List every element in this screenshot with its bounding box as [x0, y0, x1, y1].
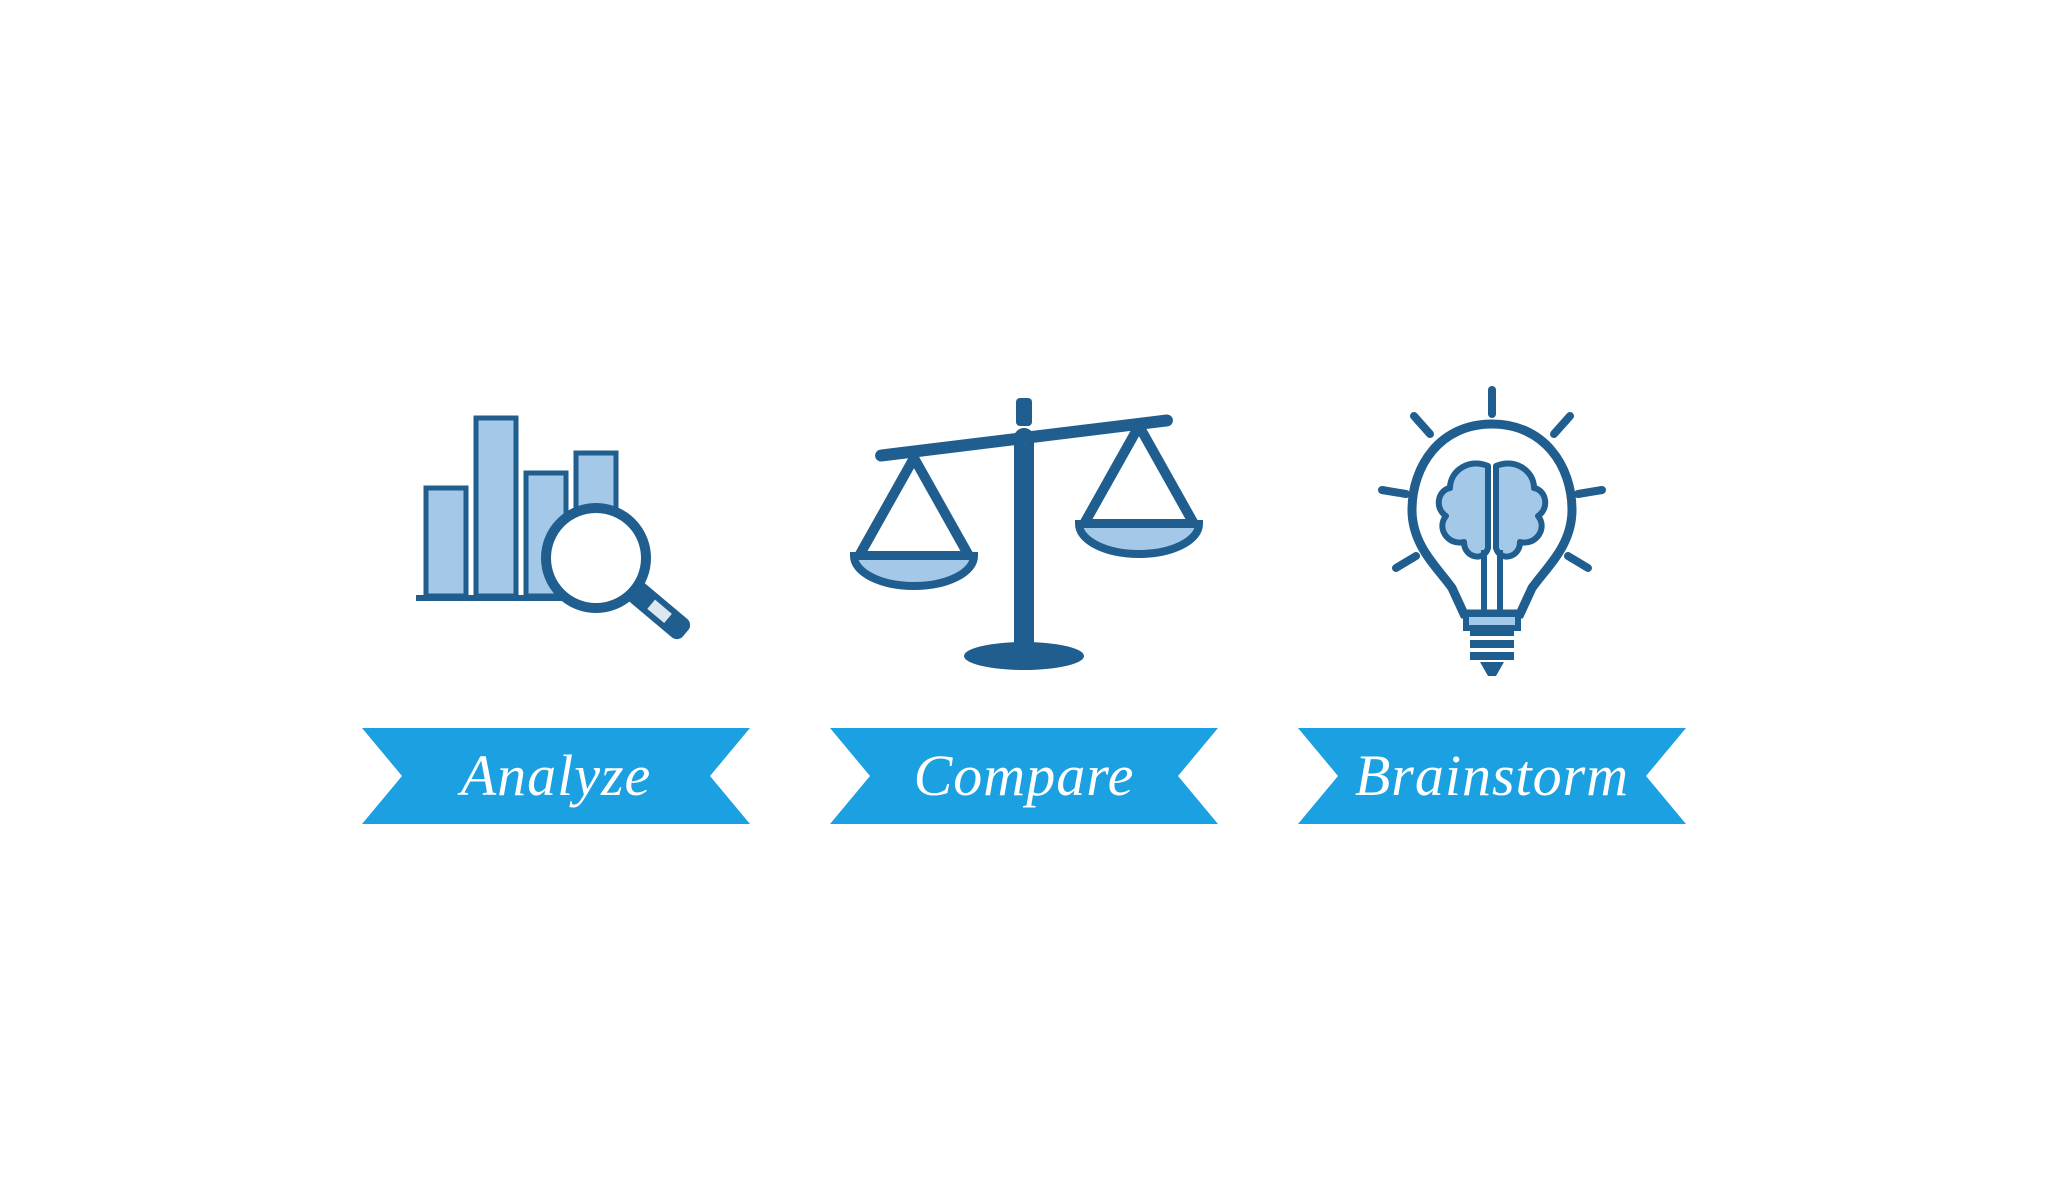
ribbon-compare: Compare	[830, 728, 1218, 824]
ribbon-analyze: Analyze	[362, 728, 750, 824]
infographic-row: Analyze	[362, 378, 1686, 824]
lightbulb-brain-icon	[1352, 378, 1632, 698]
bar-chart-magnifier-icon	[396, 378, 716, 698]
infographic-stage: Analyze	[0, 0, 2048, 1201]
ribbon-brainstorm: Brainstorm	[1298, 728, 1686, 824]
ribbon-label: Analyze	[461, 742, 652, 809]
ribbon-label: Brainstorm	[1355, 742, 1629, 809]
balance-scale-icon	[844, 378, 1204, 698]
card-compare: Compare	[830, 378, 1218, 824]
ribbon-label: Compare	[914, 742, 1135, 809]
card-brainstorm: Brainstorm	[1298, 378, 1686, 824]
card-analyze: Analyze	[362, 378, 750, 824]
